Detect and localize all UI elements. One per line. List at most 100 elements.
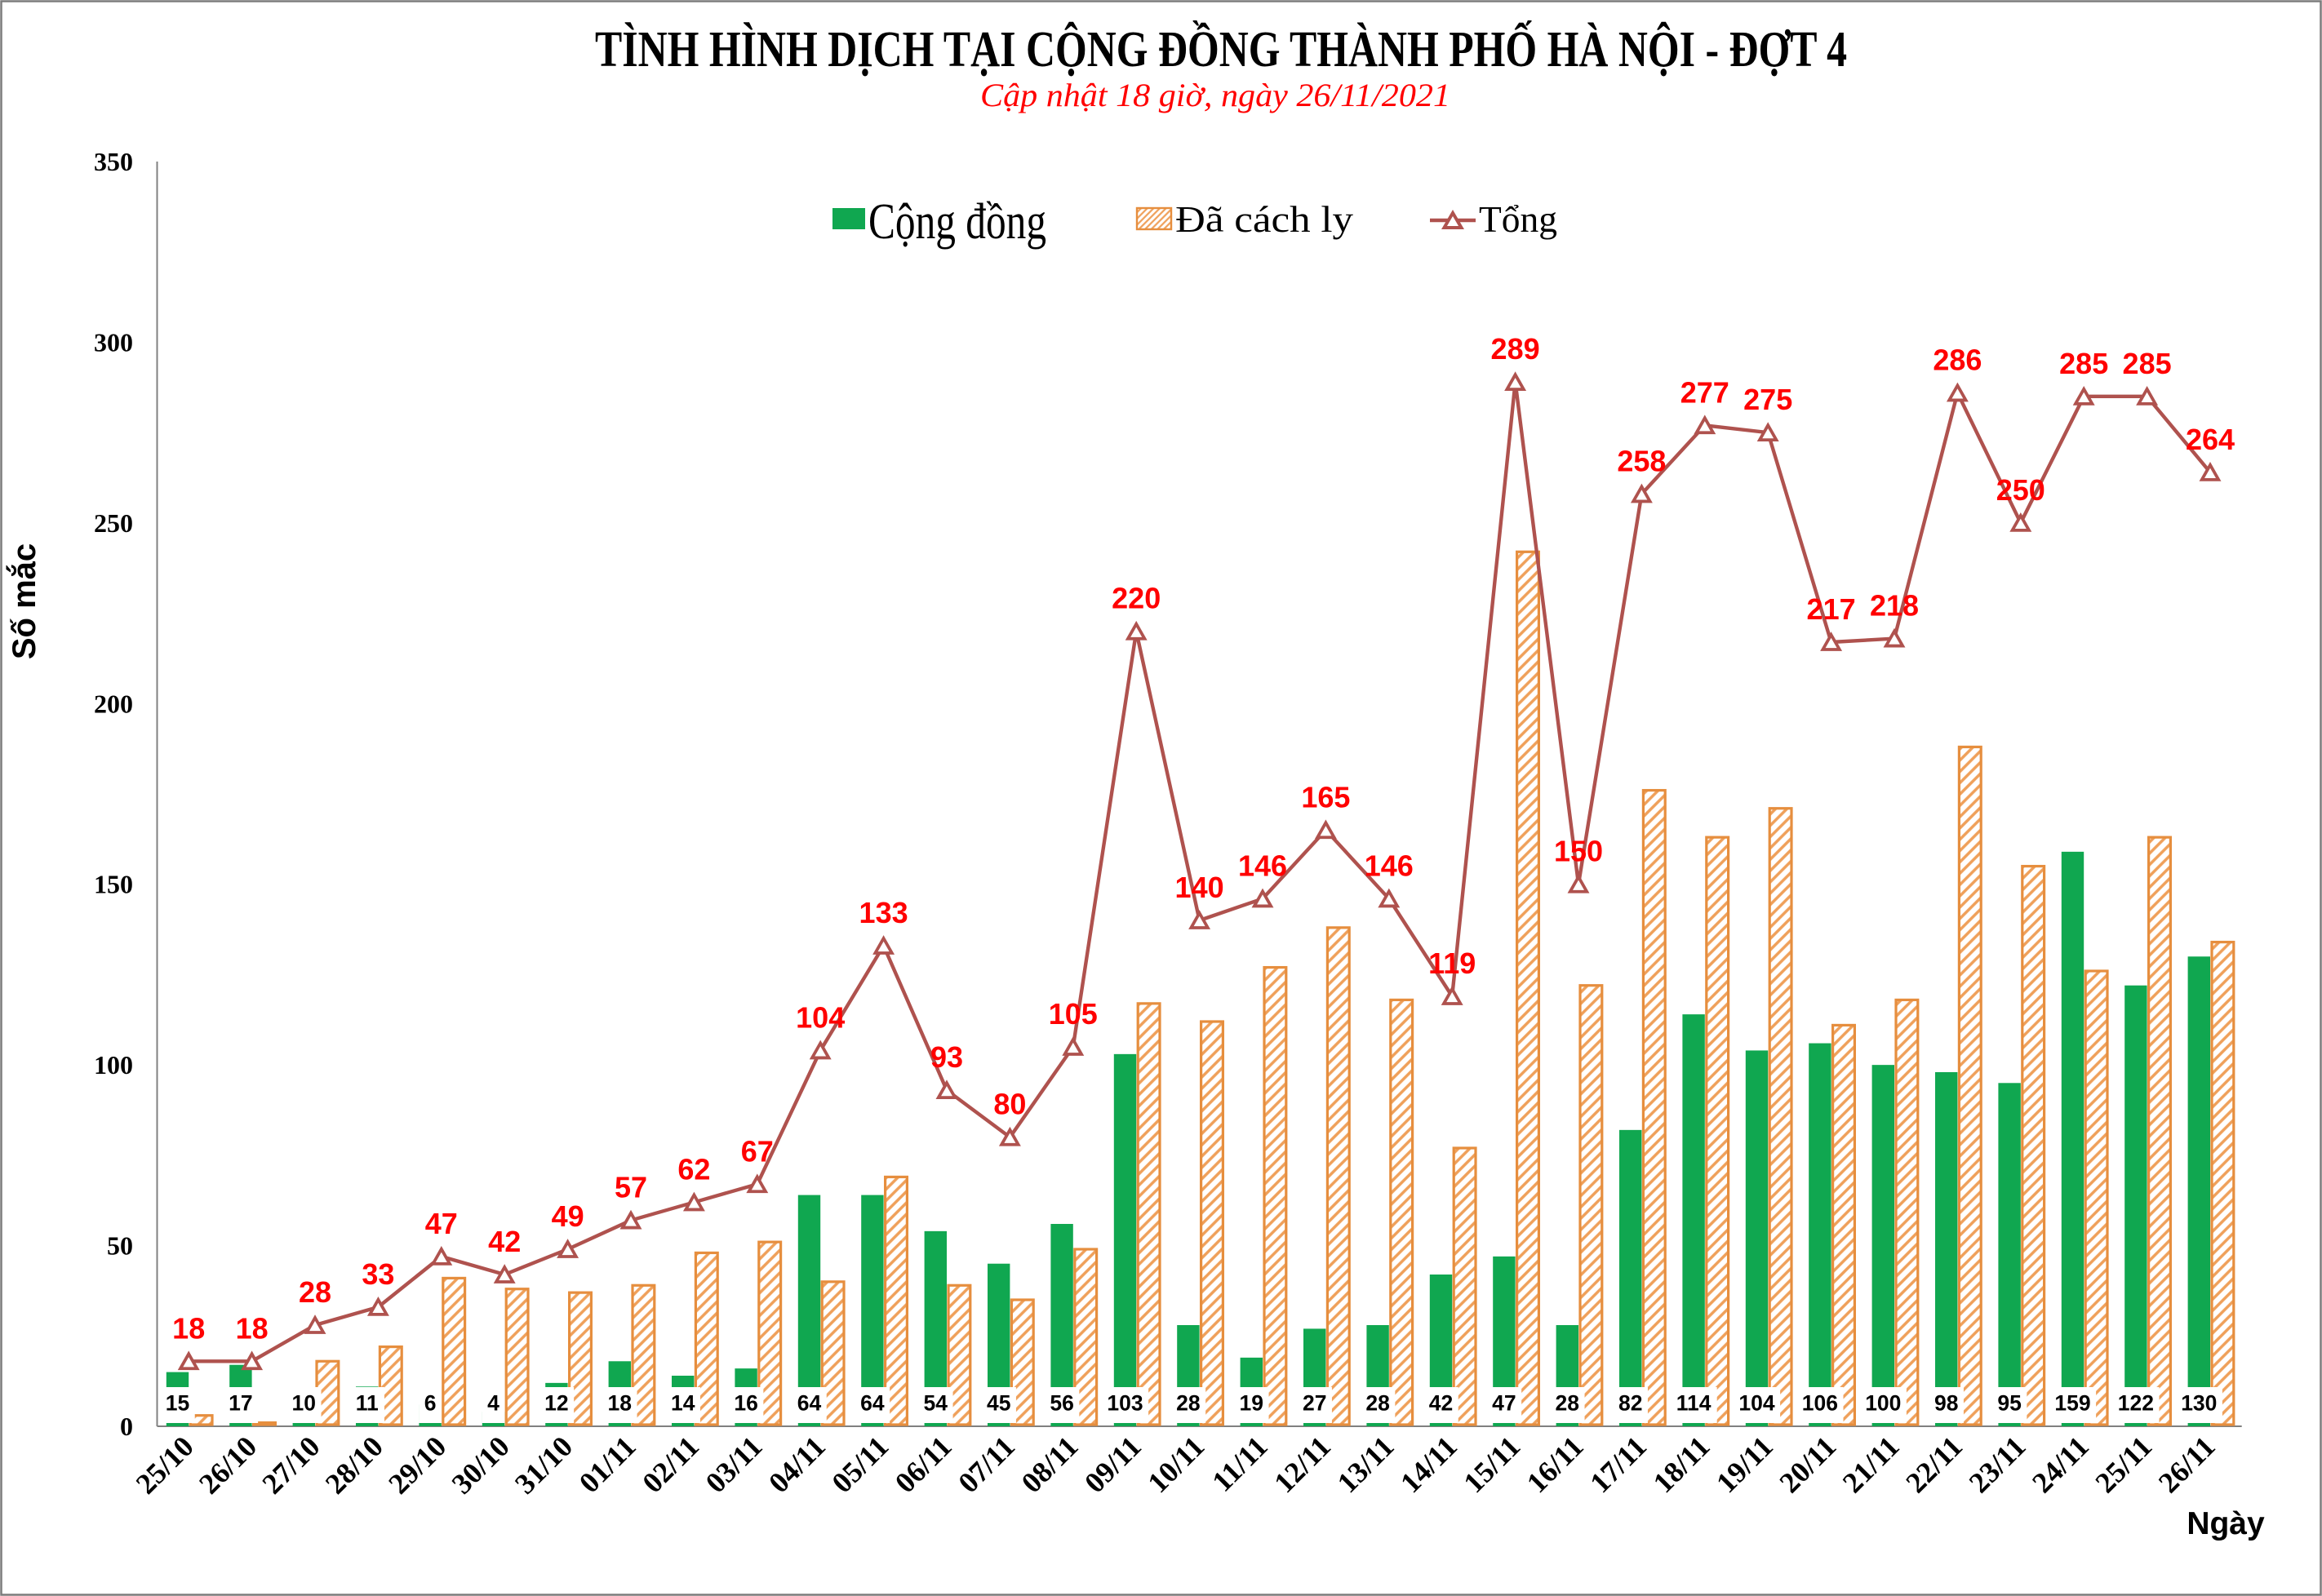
bar-cong-dong-26/11[interactable] <box>2187 956 2210 1426</box>
bar-da-cach-ly-30/10[interactable] <box>504 1288 530 1426</box>
bar-da-cach-ly-17/11[interactable] <box>1641 788 1667 1426</box>
legend-swatch-da-cach-ly[interactable] <box>1135 206 1173 231</box>
bar-da-cach-ly-20/11[interactable] <box>1831 1023 1857 1426</box>
bar-cong-dong-23/11[interactable] <box>1998 1083 2021 1426</box>
total-value-label-25/11: 285 <box>2123 347 2172 380</box>
bar-cong-dong-22/11[interactable] <box>1935 1072 1958 1426</box>
total-marker-23/11[interactable] <box>2009 512 2032 532</box>
bar-da-cach-ly-10/11[interactable] <box>1199 1020 1224 1426</box>
total-marker-03/11[interactable] <box>746 1173 769 1194</box>
total-value-label-18/11: 277 <box>1680 375 1729 409</box>
total-marker-05/11[interactable] <box>872 935 895 955</box>
bar-da-cach-ly-25/11[interactable] <box>2147 836 2173 1426</box>
bar-da-cach-ly-12/11[interactable] <box>1325 926 1351 1426</box>
total-marker-01/11[interactable] <box>619 1209 642 1230</box>
total-marker-24/11[interactable] <box>2072 386 2095 406</box>
total-value-label-07/11: 80 <box>993 1088 1026 1121</box>
total-marker-27/10[interactable] <box>304 1314 326 1334</box>
total-marker-18/11[interactable] <box>1694 415 1716 435</box>
bar-cong-dong-20/11[interactable] <box>1809 1043 1831 1426</box>
legend-triangle-icon <box>1441 210 1464 229</box>
total-marker-25/11[interactable] <box>2136 386 2159 406</box>
total-marker-26/11[interactable] <box>2199 462 2222 481</box>
bar-da-cach-ly-24/11[interactable] <box>2084 969 2109 1426</box>
bar-value-label-21/11: 100 <box>1865 1391 1901 1416</box>
bar-cong-dong-18/11[interactable] <box>1682 1014 1705 1426</box>
total-marker-17/11[interactable] <box>1630 483 1653 503</box>
total-marker-02/11[interactable] <box>682 1191 705 1212</box>
bar-cong-dong-21/11[interactable] <box>1871 1065 1894 1426</box>
total-marker-26/10[interactable] <box>241 1350 264 1371</box>
y-tick-label-150: 150 <box>94 870 133 899</box>
bar-da-cach-ly-19/11[interactable] <box>1768 807 1793 1426</box>
legend-marker-tong[interactable] <box>1430 210 1476 229</box>
total-marker-12/11[interactable] <box>1314 819 1337 840</box>
bar-value-box-22/11 <box>1929 1387 1964 1423</box>
bar-cong-dong-09/11[interactable] <box>1113 1053 1137 1426</box>
total-marker-28/10[interactable] <box>366 1297 389 1316</box>
bar-cong-dong-25/11[interactable] <box>2124 985 2147 1426</box>
total-marker-04/11[interactable] <box>809 1040 832 1060</box>
total-marker-07/11[interactable] <box>998 1126 1021 1146</box>
bar-value-label-29/10: 6 <box>424 1391 437 1416</box>
bar-da-cach-ly-18/11[interactable] <box>1705 836 1730 1426</box>
total-marker-30/10[interactable] <box>493 1264 516 1283</box>
total-marker-21/11[interactable] <box>1883 627 1906 648</box>
bar-value-box-08/11 <box>1044 1387 1080 1423</box>
total-value-label-02/11: 62 <box>677 1152 710 1186</box>
total-marker-19/11[interactable] <box>1756 422 1779 442</box>
bar-da-cach-ly-09/11[interactable] <box>1136 1002 1161 1426</box>
total-marker-14/11[interactable] <box>1441 986 1463 1005</box>
bar-cong-dong-19/11[interactable] <box>1745 1050 1769 1426</box>
legend-swatch-cong-dong[interactable] <box>832 208 865 229</box>
bar-da-cach-ly-22/11[interactable] <box>1957 745 1982 1426</box>
total-value-label-30/10: 42 <box>488 1225 521 1258</box>
total-marker-13/11[interactable] <box>1378 888 1401 908</box>
bar-da-cach-ly-11/11[interactable] <box>1263 965 1288 1426</box>
bar-value-label-18/11: 114 <box>1676 1391 1712 1416</box>
total-marker-10/11[interactable] <box>1188 910 1211 929</box>
total-marker-29/10[interactable] <box>430 1246 453 1266</box>
bar-value-box-21/11 <box>1859 1387 1907 1423</box>
bar-da-cach-ly-05/11[interactable] <box>883 1175 908 1426</box>
bar-da-cach-ly-26/11[interactable] <box>2210 940 2235 1426</box>
bar-value-label-01/11: 18 <box>608 1391 632 1416</box>
total-marker-22/11[interactable] <box>1946 382 1969 402</box>
bar-cong-dong-24/11[interactable] <box>2061 851 2084 1426</box>
bar-value-label-26/10: 17 <box>229 1391 252 1416</box>
total-marker-11/11[interactable] <box>1251 888 1274 908</box>
bar-da-cach-ly-16/11[interactable] <box>1578 984 1604 1426</box>
bar-da-cach-ly-31/10[interactable] <box>567 1291 593 1426</box>
total-marker-20/11[interactable] <box>1820 632 1843 651</box>
bar-value-box-25/10 <box>160 1387 195 1423</box>
bar-da-cach-ly-13/11[interactable] <box>1389 998 1414 1426</box>
legend-label-tong[interactable]: Tổng <box>1479 199 1557 240</box>
legend-label-da-cach-ly[interactable]: Đã cách ly <box>1175 199 1354 240</box>
total-value-label-03/11: 67 <box>741 1134 774 1168</box>
total-value-labels-layer: 18 18 28 33 47 42 49 57 62 67 104 133 93 80 105 220 140 1… <box>172 332 2235 1345</box>
bar-da-cach-ly-29/10[interactable] <box>442 1276 467 1426</box>
bar-da-cach-ly-15/11[interactable] <box>1515 550 1540 1426</box>
bar-da-cach-ly-23/11[interactable] <box>2021 864 2046 1426</box>
total-marker-09/11[interactable] <box>1125 620 1148 641</box>
total-marker-08/11[interactable] <box>1062 1036 1085 1056</box>
bar-value-box-28/10 <box>349 1387 384 1423</box>
total-marker-31/10[interactable] <box>557 1239 579 1258</box>
total-marker-15/11[interactable] <box>1504 371 1527 392</box>
total-value-label-16/11: 150 <box>1554 835 1603 868</box>
bar-value-box-18/11 <box>1670 1387 1717 1423</box>
total-marker-16/11[interactable] <box>1567 873 1590 893</box>
legend-label-cong-dong[interactable]: Cộng đồng <box>868 194 1046 250</box>
total-value-label-06/11: 93 <box>930 1040 963 1074</box>
total-marker-25/10[interactable] <box>177 1350 200 1371</box>
total-value-label-12/11: 165 <box>1301 780 1350 814</box>
bar-cong-dong-17/11[interactable] <box>1619 1129 1642 1426</box>
bar-da-cach-ly-14/11[interactable] <box>1452 1146 1477 1426</box>
total-value-label-21/11: 218 <box>1870 589 1919 623</box>
total-value-label-13/11: 146 <box>1365 849 1414 882</box>
bar-da-cach-ly-21/11[interactable] <box>1894 998 1920 1426</box>
total-marker-06/11[interactable] <box>935 1080 958 1100</box>
bar-da-cach-ly-26/10[interactable] <box>252 1421 277 1426</box>
total-value-label-29/10: 47 <box>425 1207 458 1240</box>
